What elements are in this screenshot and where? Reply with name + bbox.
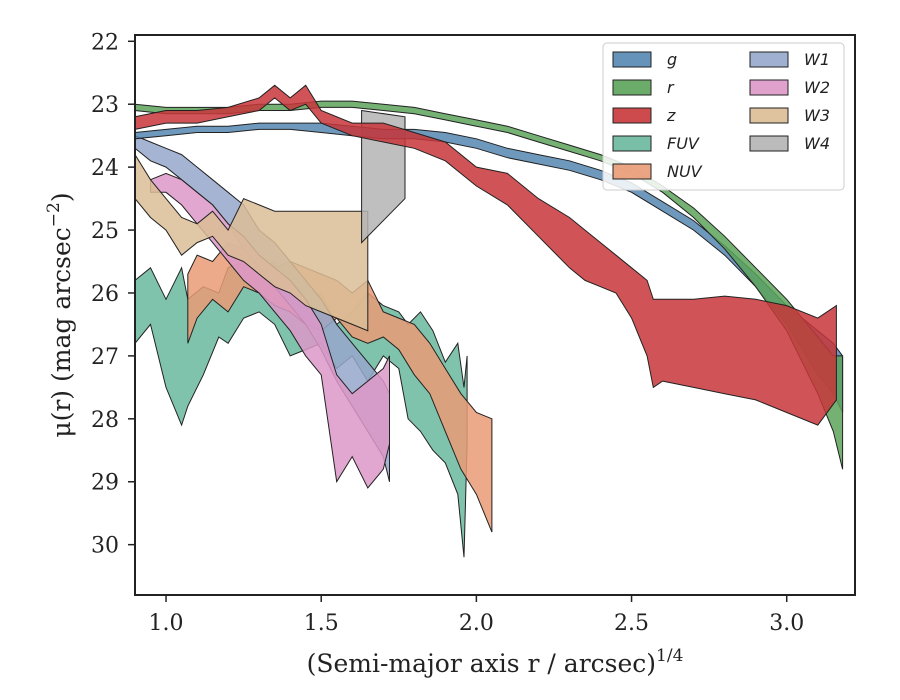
- band-r: [134, 100, 844, 470]
- x-tick-label: 3.0: [769, 611, 804, 636]
- y-tick-label: 22: [91, 30, 119, 55]
- legend-label-z: z: [666, 106, 676, 125]
- legend-label-nuv: NUV: [667, 162, 703, 181]
- plot-frame: [134, 34, 856, 596]
- legend-swatch-nuv: [612, 163, 652, 180]
- y-tick-label: 28: [91, 408, 119, 433]
- legend-swatch-g: [612, 51, 652, 68]
- legend-label-w3: W3: [804, 106, 830, 125]
- legend-swatch-z: [612, 107, 652, 124]
- legend-label-g: g: [667, 50, 677, 69]
- y-tick-label: 26: [91, 282, 119, 307]
- legend-label-fuv: FUV: [667, 134, 700, 153]
- y-tick-label: 25: [91, 219, 119, 244]
- x-tick-label: 2.5: [614, 611, 649, 636]
- legend-swatch-w2: [749, 79, 789, 96]
- x-tick-label: 1.5: [304, 611, 339, 636]
- legend-label-r: r: [667, 78, 675, 97]
- legend-swatch-fuv: [612, 135, 652, 152]
- legend-swatch-r: [612, 79, 652, 96]
- y-tick-label: 27: [91, 345, 119, 370]
- legend-swatch-w1: [749, 51, 789, 68]
- band-z: [134, 84, 837, 426]
- y-axis-label: μ(r) (mag arcsec−2): [44, 192, 76, 437]
- x-axis: 1.0 1.5 2.0 2.5 3.0: [149, 595, 804, 636]
- legend-label-w2: W2: [804, 78, 830, 97]
- legend-label-w1: W1: [804, 50, 830, 69]
- y-tick-label: 29: [91, 471, 119, 496]
- y-tick-label: 23: [91, 93, 119, 118]
- x-tick-label: 1.0: [149, 611, 184, 636]
- legend-swatch-w3: [749, 107, 789, 124]
- y-axis: 22 23 24 25 26 27 28 29 30: [91, 30, 135, 559]
- legend-label-w4: W4: [804, 134, 830, 153]
- legend-swatch-w4: [749, 135, 789, 152]
- band-layer: [134, 84, 844, 558]
- legend: grz FUV NUV W1 W2 W3 W4: [602, 42, 845, 191]
- x-axis-label: (Semi-major axis r / arcsec)1/4: [307, 646, 684, 678]
- x-tick-label: 2.0: [459, 611, 494, 636]
- band-w3: [134, 152, 369, 332]
- y-tick-label: 30: [91, 534, 119, 559]
- y-tick-label: 24: [91, 156, 119, 181]
